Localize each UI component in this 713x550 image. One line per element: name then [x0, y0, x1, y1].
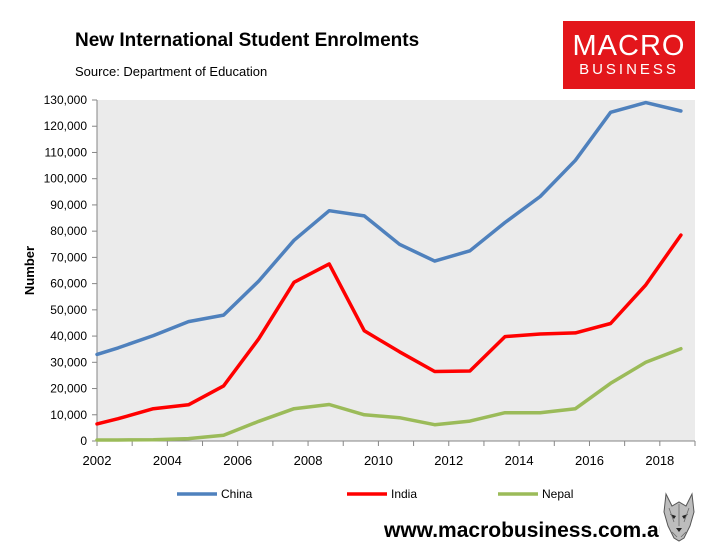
logo-line-macro: MACRO [572, 30, 686, 62]
legend-label-china: China [221, 487, 253, 501]
macrobusiness-logo[interactable]: MACRO BUSINESS [563, 21, 695, 89]
y-axis: 0 10,000 20,000 30,000 40,000 50,000 60,000 70,… [44, 93, 98, 448]
y-tick-label: 30,000 [50, 355, 87, 369]
y-tick-label: 110,000 [45, 145, 88, 159]
y-tick-label: 20,000 [50, 382, 87, 396]
website-url[interactable]: www.macrobusiness.com.au [384, 519, 672, 542]
series-line-china [95, 100, 683, 357]
y-tick-label: 10,000 [50, 408, 87, 422]
y-tick-label: 130,000 [44, 93, 88, 107]
plot-area [97, 100, 695, 441]
x-tick-label: 2012 [434, 453, 463, 468]
series-lines [95, 100, 683, 442]
y-tick-label: 40,000 [50, 329, 87, 343]
legend-label-india: India [391, 487, 417, 501]
x-tick-label: 2014 [505, 453, 534, 468]
y-tick-label: 80,000 [50, 224, 87, 238]
x-tick-label: 2008 [294, 453, 323, 468]
series-line-india [95, 233, 683, 426]
chart-title: New International Student Enrolments [75, 30, 420, 51]
logo-line-business: BUSINESS [579, 61, 679, 78]
wolf-head-icon [660, 492, 698, 542]
chart-source: Source: Department of Education [75, 64, 268, 79]
y-tick-label: 90,000 [50, 198, 87, 212]
y-tick-label: 60,000 [50, 277, 87, 291]
y-tick-label: 100,000 [44, 172, 88, 186]
legend-label-nepal: Nepal [542, 487, 573, 501]
x-tick-label: 2010 [364, 453, 393, 468]
y-tick-label: 50,000 [50, 303, 87, 317]
series-line-nepal [95, 346, 683, 442]
y-tick-label: 0 [80, 434, 87, 448]
legend: China India Nepal [177, 487, 573, 501]
x-tick-label: 2002 [83, 453, 112, 468]
x-axis: 2002 2004 2006 2008 2010 2012 2014 2016 2018 [83, 440, 696, 468]
x-tick-label: 2004 [153, 453, 182, 468]
y-tick-label: 120,000 [44, 119, 88, 133]
x-tick-label: 2006 [223, 453, 252, 468]
x-tick-label: 2018 [645, 453, 674, 468]
y-axis-label: Number [22, 246, 37, 295]
y-tick-label: 70,000 [50, 250, 87, 264]
x-tick-label: 2016 [575, 453, 604, 468]
